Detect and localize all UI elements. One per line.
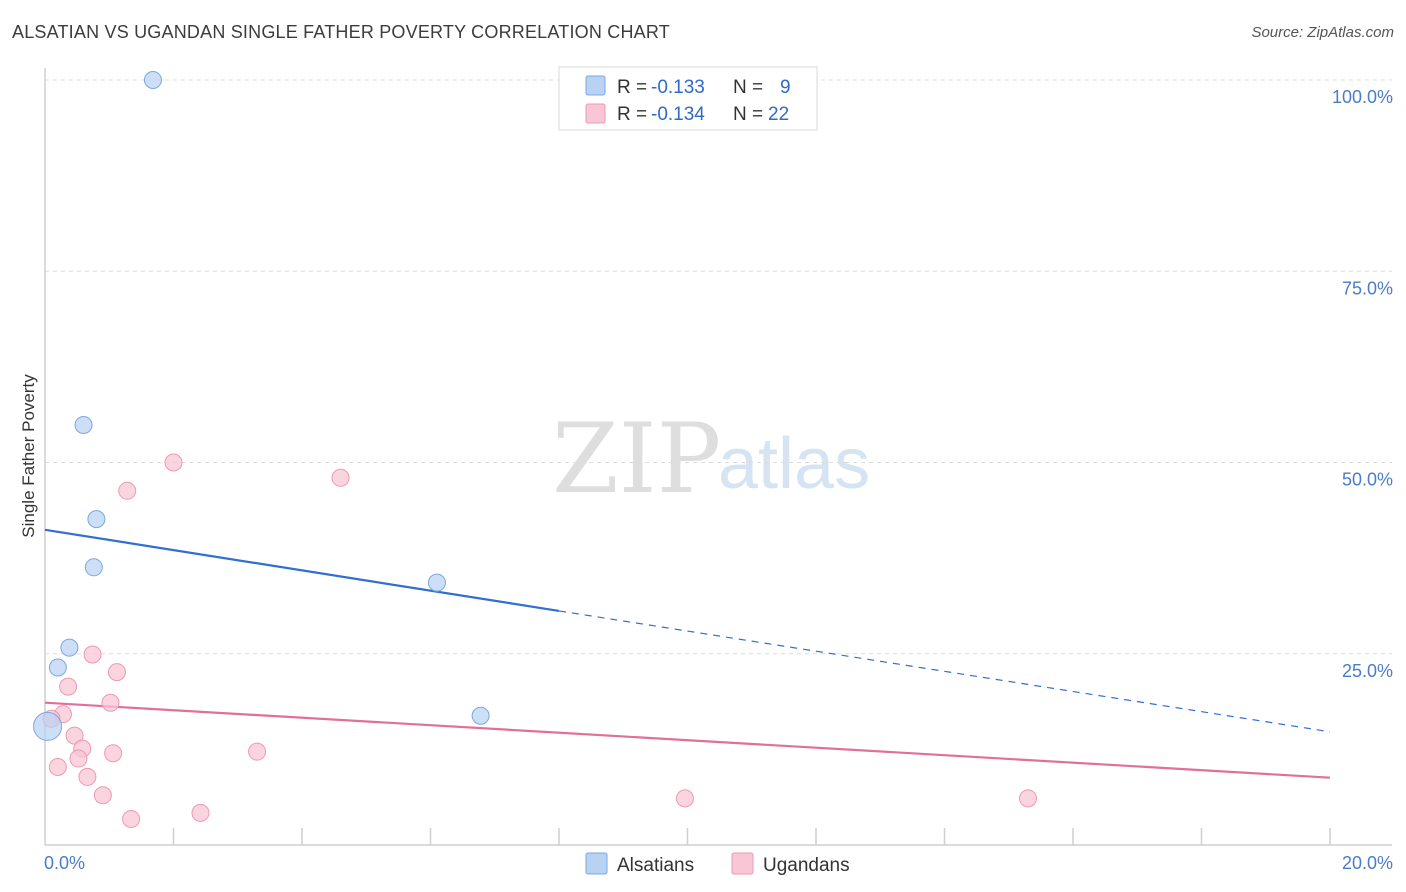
alsatians-point	[471, 706, 490, 725]
bottom-legend-alsatians: Alsatians	[617, 855, 694, 876]
bottom-legend-swatch-ugandans	[731, 852, 754, 875]
trend-lines	[44, 528, 1331, 779]
legend-r-label: R =	[617, 104, 647, 125]
ugandans-point	[331, 468, 350, 487]
legend-r-value: -0.133	[651, 77, 705, 98]
legend-n-value: 22	[768, 104, 789, 125]
alsatians-point	[143, 71, 162, 89]
chart-title: ALSATIAN VS UGANDAN SINGLE FATHER POVERT…	[12, 22, 670, 42]
bottom-legend-swatch-alsatians	[585, 852, 608, 875]
alsatians-trend-line	[44, 528, 560, 612]
ugandans-point	[164, 453, 183, 472]
series-legend: Alsatians Ugandans	[585, 852, 850, 876]
legend-n-label: N =	[733, 77, 763, 98]
ugandans-point	[69, 749, 88, 768]
gridlines	[45, 79, 1392, 655]
legend-swatch-alsatians	[585, 75, 606, 96]
ugandans-point	[83, 645, 102, 664]
x-tick-label: 0.0%	[44, 853, 85, 873]
ugandans-point	[107, 663, 126, 682]
ugandans-point	[1019, 789, 1038, 808]
alsatians-point	[48, 658, 67, 677]
ugandans-point	[122, 809, 141, 828]
y-tick-label: 50.0%	[1342, 470, 1393, 490]
ugandans-point	[59, 677, 78, 696]
ugandans-point	[675, 789, 694, 808]
watermark: ZIP atlas	[552, 403, 870, 515]
bottom-legend-ugandans: Ugandans	[763, 855, 850, 876]
source-label: Source: ZipAtlas.com	[1251, 24, 1394, 41]
ugandans-point	[118, 481, 137, 500]
correlation-legend: R = -0.133 N = 9 R = -0.134 N = 22	[558, 66, 818, 131]
legend-r-value: -0.134	[651, 104, 705, 125]
watermark-zip: ZIP	[552, 403, 721, 515]
alsatians-point	[74, 416, 93, 435]
y-tick-label: 25.0%	[1342, 661, 1393, 681]
legend-r-label: R =	[617, 77, 647, 98]
legend-n-label: N =	[733, 104, 763, 125]
x-tick-labels: 0.0% 20.0%	[44, 853, 1393, 873]
y-axis-label: Single Father Poverty	[19, 374, 38, 538]
alsatians-point	[33, 711, 63, 741]
ugandans-point	[48, 757, 67, 776]
ugandans-point	[101, 693, 120, 712]
ugandans-point	[93, 786, 112, 805]
ugandans-point	[78, 767, 97, 786]
alsatians-point	[84, 558, 103, 577]
alsatians-point	[427, 573, 446, 592]
x-tick-label: 20.0%	[1342, 853, 1393, 873]
ugandans-point	[248, 742, 267, 761]
data-points	[33, 71, 1038, 828]
ugandans-point	[104, 744, 123, 763]
legend-swatch-ugandans	[585, 103, 606, 124]
alsatians-point	[87, 510, 106, 529]
watermark-atlas: atlas	[718, 424, 870, 504]
y-tick-labels: 100.0% 75.0% 50.0% 25.0%	[1332, 87, 1393, 681]
alsatians-trend-extension	[558, 610, 1331, 733]
y-tick-label: 100.0%	[1332, 87, 1393, 107]
alsatians-point	[60, 638, 79, 657]
ugandans-point	[191, 803, 210, 822]
ugandans-trend-line	[44, 701, 1331, 779]
y-tick-label: 75.0%	[1342, 278, 1393, 298]
legend-n-value: 9	[780, 77, 791, 98]
